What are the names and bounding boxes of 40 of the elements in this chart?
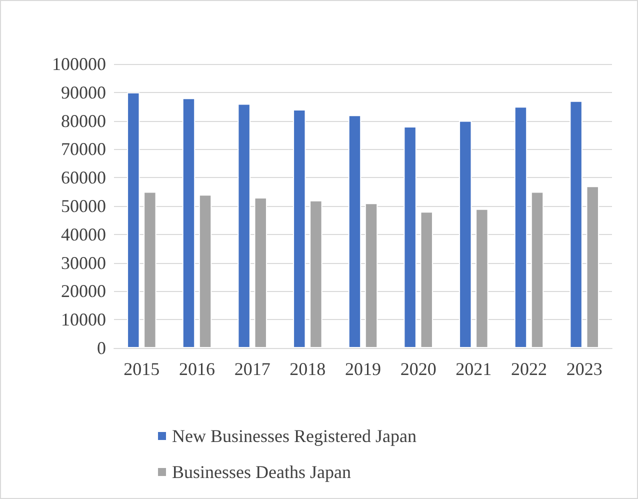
legend-label: New Businesses Registered Japan [172,426,416,446]
bar [293,109,306,348]
y-tick-label: 40000 [61,224,106,244]
bar [404,126,416,348]
y-tick-label: 50000 [61,196,106,216]
bar [310,200,322,348]
bar [570,100,582,348]
bar [348,115,362,348]
y-tick-label: 30000 [61,252,106,273]
bar [254,197,267,348]
x-tick-label: 2015 [124,359,160,379]
bar [476,208,488,348]
bar [182,98,196,348]
bar [420,212,433,348]
x-tick-label: 2021 [456,359,492,379]
legend-label: Businesses Deaths Japan [172,462,351,482]
bar [514,106,528,348]
y-tick-label: 80000 [61,110,106,131]
bar [530,192,544,348]
y-tick-label: 60000 [61,168,106,188]
y-tick-label: 20000 [61,281,106,302]
y-tick-label: 90000 [61,82,106,102]
bar [364,203,378,348]
x-tick-label: 2019 [345,359,381,379]
x-tick-label: 2018 [290,359,326,379]
x-tick-label: 2017 [234,359,270,379]
bar [144,192,156,348]
x-tick-label: 2022 [511,359,547,379]
bar [459,120,472,348]
bar [238,104,250,348]
x-tick-label: 2016 [179,359,215,379]
y-tick-label: 100000 [52,54,106,74]
bar [127,92,140,348]
y-tick-label: 0 [97,338,106,358]
x-tick-label: 2023 [566,359,602,379]
y-tick-label: 10000 [61,310,106,330]
y-tick-label: 70000 [61,139,106,160]
bar [586,186,599,348]
x-tick-label: 2020 [400,359,436,379]
bar [198,194,212,348]
